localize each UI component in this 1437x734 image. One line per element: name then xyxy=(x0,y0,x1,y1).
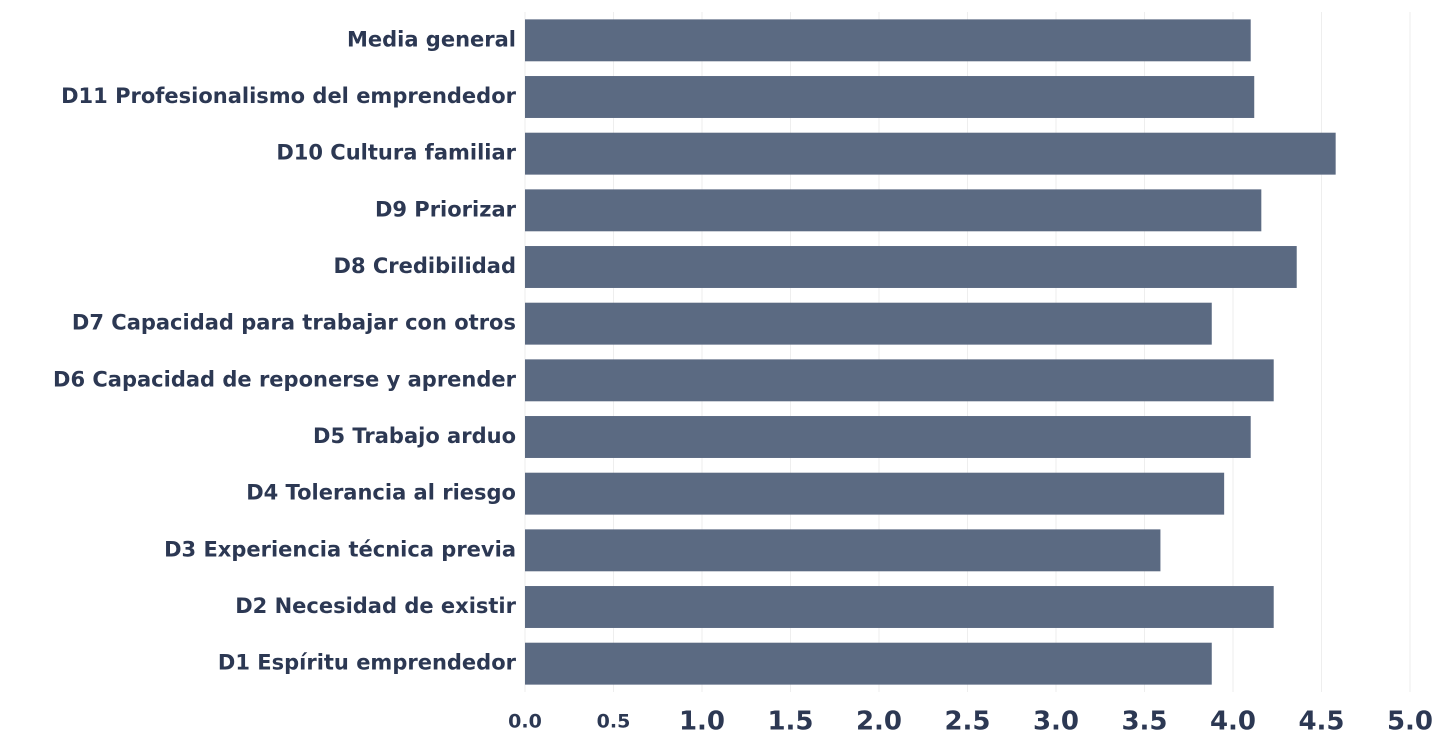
y-tick-label: D4 Tolerancia al riesgo xyxy=(246,481,516,505)
y-tick-label: D7 Capacidad para trabajar con otros xyxy=(72,311,516,335)
x-tick-label: 2.5 xyxy=(944,707,990,734)
x-tick-label: 3.5 xyxy=(1121,707,1167,734)
x-tick-label: 3.0 xyxy=(1033,707,1079,734)
y-tick-label: D1 Espíritu emprendedor xyxy=(218,651,517,675)
bar xyxy=(525,189,1262,232)
bar xyxy=(525,586,1274,628)
bar xyxy=(525,359,1274,402)
y-tick-label: D11 Profesionalismo del emprendedor xyxy=(61,84,517,108)
x-tick-label: 2.0 xyxy=(856,707,902,734)
bar xyxy=(525,472,1225,515)
y-tick-label: D3 Experiencia técnica previa xyxy=(164,537,516,561)
y-tick-label: D6 Capacidad de reponerse y aprender xyxy=(53,367,517,391)
y-tick-label: D9 Priorizar xyxy=(375,197,517,221)
bar xyxy=(525,76,1255,118)
x-tick-label: 0.5 xyxy=(597,711,631,733)
y-tick-label: D10 Cultura familiar xyxy=(276,141,516,165)
y-tick-label: D2 Necesidad de existir xyxy=(235,594,516,618)
y-tick-label: Media general xyxy=(347,27,516,51)
bar xyxy=(525,302,1212,345)
x-tick-label: 1.5 xyxy=(767,707,813,734)
bar xyxy=(525,416,1251,458)
x-tick-label: 0.0 xyxy=(508,711,542,733)
bar xyxy=(525,132,1336,175)
bar xyxy=(525,19,1251,62)
bar xyxy=(525,246,1297,288)
y-tick-label: D8 Credibilidad xyxy=(334,254,516,278)
bar xyxy=(525,529,1161,572)
y-tick-label: D5 Trabajo arduo xyxy=(313,424,516,448)
x-tick-label: 4.5 xyxy=(1298,707,1344,734)
x-tick-label: 1.0 xyxy=(679,707,725,734)
x-tick-label: 5.0 xyxy=(1387,707,1433,734)
x-tick-label: 4.0 xyxy=(1210,707,1256,734)
bar xyxy=(525,642,1212,685)
